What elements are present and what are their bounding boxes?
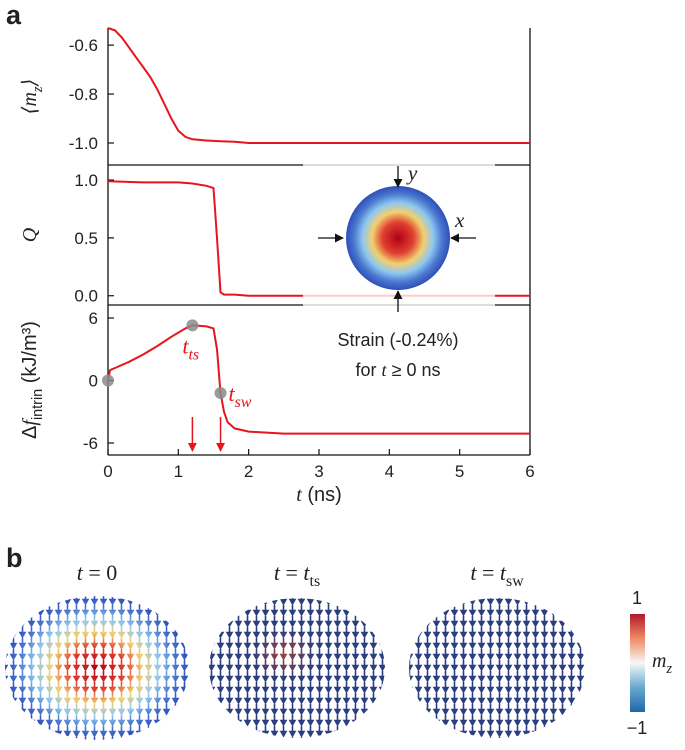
panel-label: b [6, 543, 23, 573]
text-part: sw [235, 394, 252, 411]
y-tick-label: 6 [89, 309, 98, 328]
spin-field [5, 596, 189, 740]
text-part: (ns) [302, 484, 342, 506]
marker-point [214, 387, 227, 400]
text-part: t [303, 560, 310, 585]
y-tick-label: -1.0 [69, 134, 98, 153]
marker-point [186, 319, 199, 332]
text-part: t [229, 381, 236, 406]
y-tick-label: 1.0 [74, 171, 98, 190]
panel-label: a [6, 0, 22, 30]
strain-caption: Strain (-0.24%) [337, 330, 458, 350]
text-part: intrin [30, 389, 46, 420]
colorbar-label: mz [652, 650, 672, 677]
text-part: ts [310, 573, 321, 590]
data-line [107, 27, 530, 144]
text-part: t [470, 560, 477, 585]
y-tick-label: -0.8 [69, 85, 98, 104]
text-part: t [274, 560, 281, 585]
text-part: m [652, 650, 666, 672]
text-part: z [30, 86, 46, 93]
y-tick-label: 0.0 [74, 287, 98, 306]
snapshot-title: t = tsw [470, 560, 524, 590]
y-tick-label: -0.6 [69, 36, 98, 55]
colorbar-max: 1 [632, 588, 642, 608]
text-part: ⟨m [19, 92, 41, 114]
y-axis-label: Q [19, 227, 41, 242]
marker-point [102, 374, 114, 387]
strain-disk [346, 186, 450, 290]
text-part: = 0 [83, 560, 117, 585]
axis-symbol: y [406, 161, 418, 185]
text-part: ≥ 0 ns [387, 360, 441, 380]
y-tick-label: 0 [89, 372, 98, 391]
text-part: sw [506, 573, 524, 590]
y-axis-label: Δfintrin (kJ/m³) [19, 321, 46, 439]
colorbar-min: −1 [627, 718, 648, 738]
y-tick-label: 0.5 [74, 229, 98, 248]
snapshot-title: t = 0 [77, 560, 118, 585]
text-part: ⟩ [19, 79, 41, 88]
x-tick-label: 2 [244, 462, 253, 481]
spin-field [209, 598, 385, 738]
text-part: = [280, 560, 303, 585]
annotation: tts [182, 333, 199, 363]
snapshot-title: t = tts [274, 560, 320, 590]
text-part: t [296, 484, 302, 506]
y-tick-label: -6 [83, 434, 98, 453]
x-axis-label: t (ns) [296, 484, 342, 506]
x-tick-label: 5 [455, 462, 464, 481]
text-part: Q [19, 227, 41, 242]
inset: y x Strain (-0.24%) for t ≥ 0 ns [303, 158, 495, 380]
skyrmion-snapshots: t = 0 t = tts t = tsw 1 −1 mz [5, 560, 672, 740]
annotation: tsw [229, 381, 252, 411]
data-line [107, 324, 530, 435]
x-tick-label: 4 [385, 462, 394, 481]
text-part: for [356, 360, 382, 380]
x-tick-label: 1 [174, 462, 183, 481]
strain-caption: for t ≥ 0 ns [356, 360, 441, 380]
text-part: t [77, 560, 84, 585]
text-part: t [182, 333, 189, 358]
text-part: (kJ/m³) [19, 321, 41, 389]
text-part: t [500, 560, 507, 585]
text-part: ts [189, 346, 200, 363]
x-tick-label: 0 [103, 462, 112, 481]
x-tick-label: 3 [314, 462, 323, 481]
text-part: = [476, 560, 499, 585]
text-part: t [382, 360, 388, 380]
spin-field [409, 598, 585, 738]
text-part: Δ [19, 426, 41, 439]
text-part: z [665, 661, 672, 677]
text-part: f [19, 418, 41, 426]
colorbar [630, 614, 645, 712]
axis-symbol: x [454, 208, 465, 232]
y-axis-label: ⟨mz⟩ [19, 79, 46, 115]
x-tick-label: 6 [525, 462, 534, 481]
